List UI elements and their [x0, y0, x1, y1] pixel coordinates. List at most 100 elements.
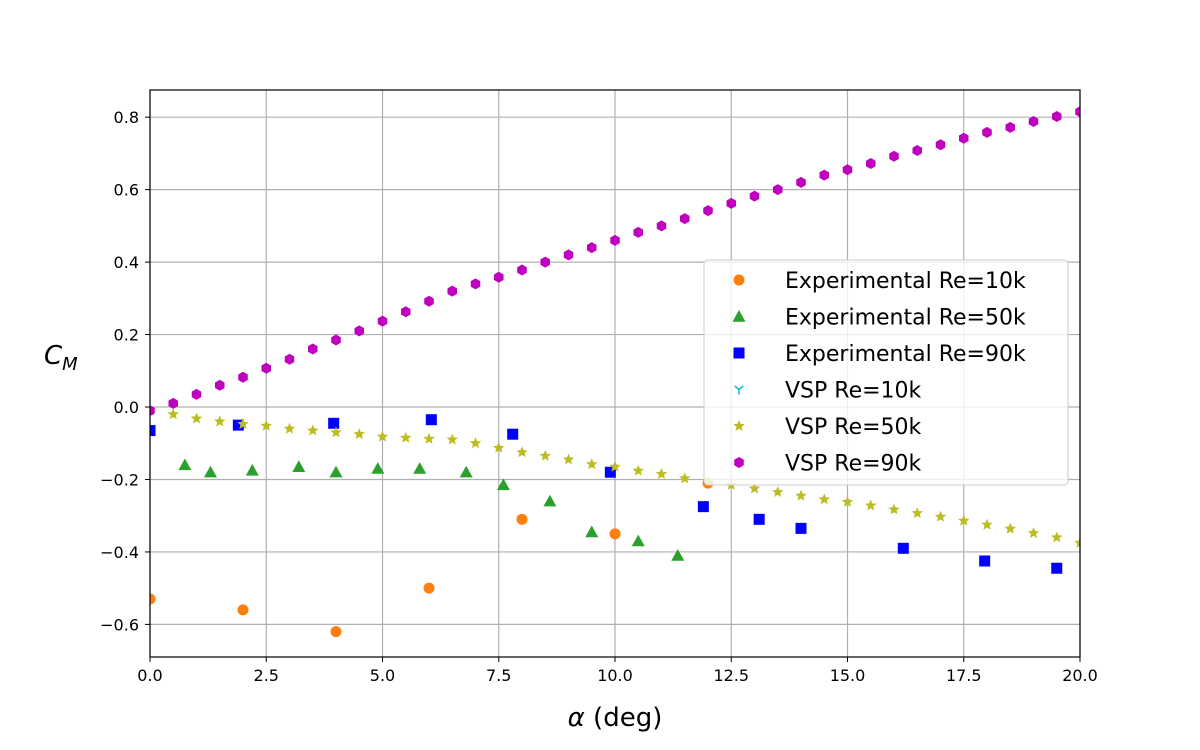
- data-point: [400, 306, 411, 318]
- legend-marker: [733, 420, 745, 431]
- data-point: [703, 205, 713, 217]
- data-point: [261, 362, 272, 374]
- x-tick-label: 0.0: [137, 666, 162, 685]
- data-point: [656, 220, 667, 232]
- x-axis-symbol: α: [568, 703, 585, 733]
- data-point: [425, 414, 437, 426]
- data-point: [796, 176, 806, 188]
- legend-label: VSP Re=90k: [785, 452, 922, 477]
- x-tick-label: 12.5: [713, 666, 749, 685]
- data-point: [865, 499, 877, 511]
- data-point: [150, 425, 156, 437]
- y-tick-label: −0.4: [100, 543, 139, 562]
- data-point: [507, 428, 519, 440]
- x-axis-unit: (deg): [593, 703, 662, 733]
- data-point: [191, 388, 202, 400]
- data-point: [423, 582, 435, 594]
- data-point: [604, 466, 616, 478]
- data-point: [237, 418, 249, 429]
- x-tick-label: 7.5: [486, 666, 511, 685]
- data-point: [609, 528, 621, 540]
- data-point: [516, 446, 528, 458]
- legend-marker: [732, 310, 746, 322]
- data-point: [400, 431, 412, 443]
- x-axis-label: α (deg): [568, 703, 663, 733]
- data-point: [934, 510, 947, 522]
- data-point: [610, 234, 620, 246]
- data-point: [470, 278, 481, 290]
- data-point: [795, 489, 807, 501]
- data-point: [889, 150, 899, 162]
- y-tick-label: 0.2: [114, 326, 139, 345]
- data-point: [328, 417, 340, 429]
- data-point: [377, 315, 388, 327]
- data-point: [958, 132, 969, 144]
- data-point: [307, 424, 319, 436]
- data-point: [772, 486, 784, 498]
- data-point: [237, 604, 249, 616]
- y-tick-label: −0.6: [100, 615, 139, 634]
- data-point: [413, 462, 427, 474]
- data-point: [632, 464, 644, 476]
- data-point: [190, 412, 203, 424]
- data-point: [469, 437, 482, 449]
- data-point: [819, 169, 830, 181]
- data-point: [772, 184, 783, 196]
- data-point: [982, 126, 992, 138]
- series-1: [178, 458, 685, 561]
- x-tick-label: 15.0: [830, 666, 866, 685]
- legend-marker: [734, 385, 744, 395]
- data-point: [562, 453, 575, 465]
- x-tick-label: 5.0: [370, 666, 395, 685]
- data-point: [1051, 562, 1063, 574]
- y-axis-subscript: M: [62, 354, 78, 375]
- data-point: [539, 449, 551, 461]
- data-point: [214, 415, 226, 427]
- data-point: [284, 353, 295, 365]
- data-point: [330, 626, 342, 638]
- data-point: [958, 514, 970, 526]
- data-point: [178, 458, 192, 471]
- data-point: [631, 534, 645, 547]
- data-point: [563, 249, 574, 261]
- data-point: [517, 264, 527, 276]
- y-tick-label: 0.0: [114, 398, 139, 417]
- data-point: [1027, 527, 1040, 538]
- data-point: [935, 139, 946, 151]
- data-point: [540, 256, 551, 268]
- data-point: [912, 145, 923, 156]
- data-point: [749, 190, 760, 202]
- legend-marker: [734, 457, 744, 468]
- series-0: [150, 477, 714, 638]
- data-point: [979, 555, 991, 567]
- data-point: [245, 463, 259, 476]
- data-point: [150, 405, 155, 417]
- data-point: [167, 408, 179, 420]
- data-point: [214, 379, 225, 391]
- data-point: [1074, 536, 1080, 548]
- data-point: [516, 513, 528, 525]
- data-point: [238, 371, 248, 383]
- data-point: [283, 422, 296, 434]
- legend-box: [703, 259, 1069, 486]
- y-tick-label: 0.4: [114, 253, 139, 272]
- data-point: [865, 158, 876, 170]
- data-point: [459, 465, 473, 478]
- legend-label: Experimental Re=90k: [785, 342, 1026, 367]
- data-point: [897, 542, 909, 554]
- y-axis-label: CM: [44, 341, 78, 375]
- data-point: [424, 295, 434, 307]
- data-point: [447, 285, 458, 297]
- data-point: [697, 501, 709, 513]
- data-point: [150, 593, 156, 605]
- data-point: [496, 478, 510, 491]
- plot-area: [150, 106, 1080, 638]
- data-point: [585, 525, 599, 538]
- data-point: [1051, 531, 1063, 543]
- legend-label: Experimental Re=50k: [785, 306, 1026, 331]
- x-axis-unit-space: [585, 703, 593, 733]
- x-tick-label: 10.0: [597, 666, 633, 685]
- data-point: [493, 441, 505, 453]
- series-2: [150, 414, 1063, 574]
